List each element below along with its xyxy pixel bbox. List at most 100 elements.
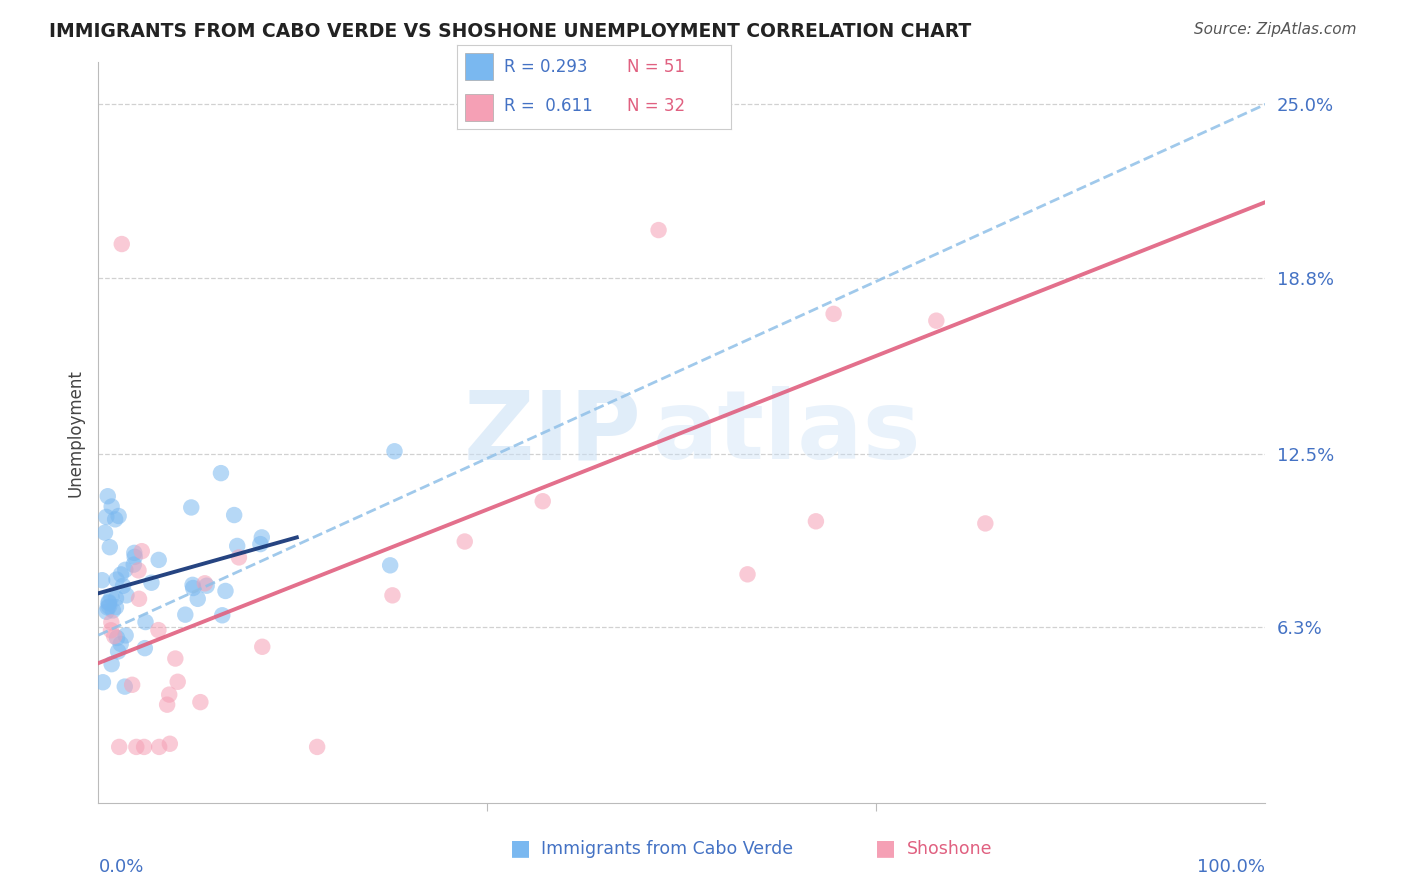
Point bbox=[647, 223, 669, 237]
Text: Immigrants from Cabo Verde: Immigrants from Cabo Verde bbox=[541, 840, 793, 858]
Point bbox=[194, 576, 217, 591]
Point bbox=[250, 530, 273, 544]
Point bbox=[121, 678, 143, 692]
Text: IMMIGRANTS FROM CABO VERDE VS SHOSHONE UNEMPLOYMENT CORRELATION CHART: IMMIGRANTS FROM CABO VERDE VS SHOSHONE U… bbox=[49, 22, 972, 41]
Text: ■: ■ bbox=[510, 838, 530, 858]
Text: R =  0.611: R = 0.611 bbox=[503, 97, 592, 115]
Point bbox=[98, 540, 121, 554]
Point bbox=[97, 595, 120, 609]
Text: Shoshone: Shoshone bbox=[907, 840, 993, 858]
Text: Source: ZipAtlas.com: Source: ZipAtlas.com bbox=[1194, 22, 1357, 37]
Point bbox=[105, 631, 128, 645]
Point bbox=[103, 629, 125, 643]
Point bbox=[107, 508, 129, 523]
Point bbox=[105, 573, 128, 587]
Point bbox=[157, 688, 180, 702]
Point bbox=[114, 563, 136, 577]
Point bbox=[104, 591, 127, 606]
Point bbox=[823, 307, 845, 321]
Point bbox=[97, 596, 120, 610]
Point bbox=[111, 237, 134, 252]
Point bbox=[124, 546, 146, 560]
Point bbox=[187, 591, 209, 606]
Point bbox=[156, 698, 179, 712]
Point bbox=[98, 599, 121, 614]
Point bbox=[128, 591, 150, 606]
Text: N = 51: N = 51 bbox=[627, 58, 685, 76]
Point bbox=[91, 573, 114, 587]
Point bbox=[132, 739, 155, 754]
Point bbox=[214, 584, 236, 599]
Point bbox=[174, 607, 197, 622]
Text: atlas: atlas bbox=[652, 386, 921, 479]
Point bbox=[195, 579, 218, 593]
Text: R = 0.293: R = 0.293 bbox=[503, 58, 588, 76]
Point bbox=[307, 739, 329, 754]
Point bbox=[100, 500, 122, 514]
Point bbox=[97, 600, 120, 615]
Point bbox=[159, 737, 181, 751]
Point bbox=[112, 579, 135, 593]
Point bbox=[104, 600, 127, 615]
Point bbox=[96, 605, 118, 619]
Point bbox=[91, 675, 114, 690]
Text: 100.0%: 100.0% bbox=[1198, 858, 1265, 876]
Point bbox=[96, 509, 118, 524]
Point bbox=[166, 674, 188, 689]
Text: 0.0%: 0.0% bbox=[98, 858, 143, 876]
Bar bbox=[465, 94, 492, 120]
Point bbox=[104, 512, 127, 526]
Point bbox=[454, 534, 477, 549]
Point bbox=[108, 739, 131, 754]
Point bbox=[107, 644, 129, 658]
Point bbox=[190, 695, 212, 709]
Point bbox=[128, 563, 150, 577]
Point bbox=[122, 558, 145, 572]
Point bbox=[209, 466, 232, 480]
Point bbox=[124, 549, 146, 564]
Point bbox=[165, 651, 187, 665]
Point bbox=[804, 514, 827, 528]
Point bbox=[224, 508, 246, 522]
Point bbox=[97, 489, 120, 503]
Point bbox=[148, 739, 170, 754]
Y-axis label: Unemployment: Unemployment bbox=[66, 368, 84, 497]
Point bbox=[381, 588, 404, 602]
Point bbox=[141, 575, 163, 590]
Point bbox=[131, 544, 153, 558]
Point bbox=[110, 567, 132, 582]
Point bbox=[114, 628, 136, 642]
Point bbox=[148, 623, 170, 637]
Point bbox=[384, 444, 406, 458]
Point bbox=[249, 537, 271, 551]
Text: ZIP: ZIP bbox=[463, 386, 641, 479]
Point bbox=[115, 588, 138, 602]
Text: N = 32: N = 32 bbox=[627, 97, 685, 115]
Point bbox=[148, 553, 170, 567]
Point bbox=[100, 624, 122, 638]
Point bbox=[100, 615, 122, 630]
Point bbox=[94, 525, 117, 540]
Bar bbox=[465, 54, 492, 80]
Point bbox=[925, 313, 948, 327]
Point bbox=[100, 590, 122, 604]
Point bbox=[134, 641, 156, 656]
Point bbox=[134, 615, 156, 629]
Point bbox=[181, 578, 204, 592]
Point bbox=[211, 608, 233, 623]
Point bbox=[737, 567, 759, 582]
Point bbox=[125, 739, 148, 754]
Point bbox=[180, 500, 202, 515]
Point bbox=[252, 640, 274, 654]
Point bbox=[110, 637, 132, 651]
Point bbox=[100, 657, 122, 672]
Point bbox=[974, 516, 997, 531]
Point bbox=[101, 603, 124, 617]
Point bbox=[228, 550, 250, 565]
Point bbox=[380, 558, 402, 573]
Point bbox=[181, 581, 204, 595]
Point bbox=[226, 539, 249, 553]
Point bbox=[114, 680, 136, 694]
Point bbox=[531, 494, 554, 508]
Text: ■: ■ bbox=[876, 838, 896, 858]
